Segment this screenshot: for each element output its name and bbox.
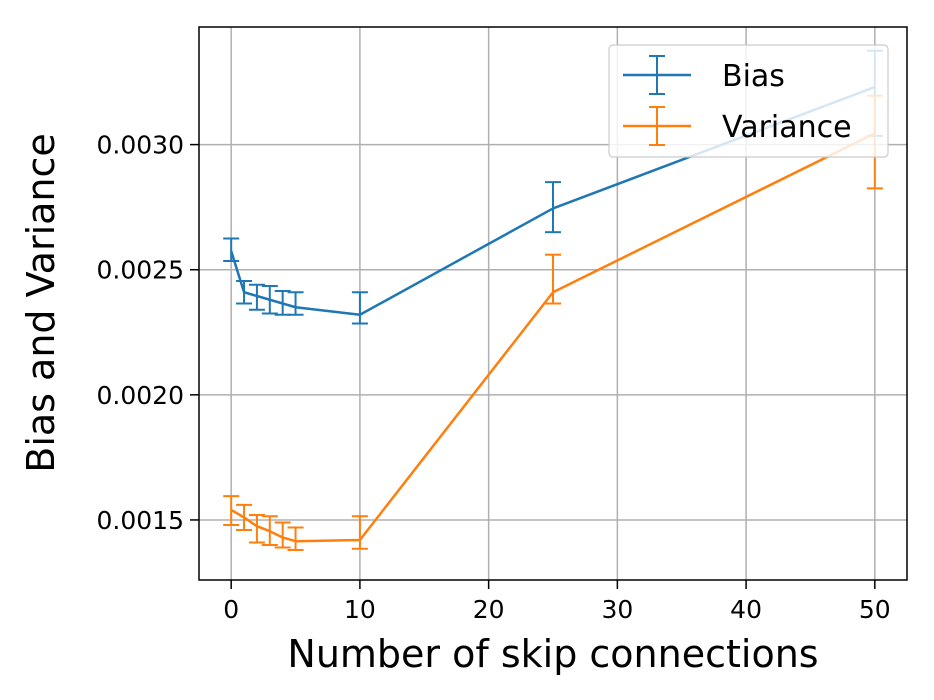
legend-box xyxy=(608,44,889,158)
y-axis-label: Bias and Variance xyxy=(19,133,63,473)
x-tick-label: 10 xyxy=(344,595,376,624)
legend: Bias Variance xyxy=(608,44,889,158)
x-axis-label: Number of skip connections xyxy=(287,632,818,676)
legend-entries: Bias Variance xyxy=(623,55,852,146)
y-tick-label: 0.0025 xyxy=(97,256,184,285)
legend-label-variance: Variance xyxy=(722,110,852,145)
legend-item-bias: Bias xyxy=(623,55,785,95)
y-tick-label: 0.0030 xyxy=(97,131,184,160)
x-tick-label: 20 xyxy=(473,595,505,624)
x-tick-label: 30 xyxy=(601,595,633,624)
x-tick-label: 50 xyxy=(859,595,891,624)
plot-frame xyxy=(198,26,908,581)
legend-label-bias: Bias xyxy=(722,59,785,94)
legend-item-variance: Variance xyxy=(623,106,852,146)
y-tick-label: 0.0015 xyxy=(97,506,184,535)
variance-series xyxy=(223,94,883,551)
x-tick-label: 40 xyxy=(730,595,762,624)
ticks: 0 10 20 30 40 50 0.0015 0.0020 0.0025 0.0030 xyxy=(97,131,891,624)
y-tick-label: 0.0020 xyxy=(97,381,184,410)
x-tick-label: 0 xyxy=(223,595,239,624)
